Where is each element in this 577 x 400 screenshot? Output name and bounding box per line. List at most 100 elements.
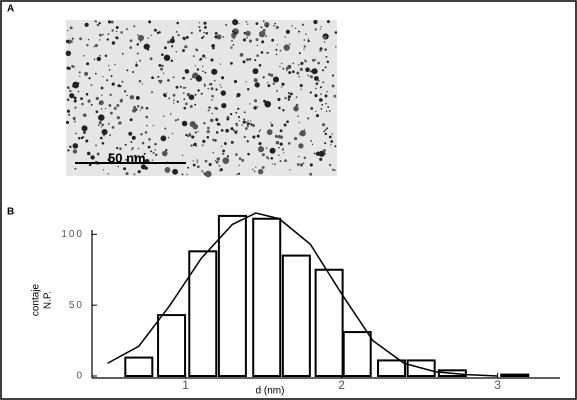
particle [204,85,206,87]
particle [193,122,195,124]
particle [199,58,202,62]
particle [288,43,291,46]
particle [298,133,301,136]
particle [155,153,158,156]
particle [72,149,78,154]
particle [279,160,282,163]
particle [176,100,179,103]
particle [246,124,249,128]
particle [209,118,214,123]
particle [156,31,160,35]
particle [271,38,275,42]
particle [299,130,306,137]
particle [150,34,152,36]
y-axis-label: contaje [31,283,42,316]
particle [167,79,170,82]
particle [206,130,210,134]
particle [287,98,291,101]
particle [137,34,145,42]
particle [262,76,265,79]
particle [253,99,258,103]
particle [255,166,257,168]
particle [106,38,109,41]
particle [69,26,73,30]
particle [287,92,290,95]
particle [242,38,246,42]
particle [226,117,230,121]
particle [98,22,101,25]
particle [245,81,247,83]
particle [298,52,301,55]
particle [65,50,72,57]
particle [274,134,278,138]
particle [164,135,166,138]
particle [117,165,119,168]
particle [183,98,186,101]
particle [233,79,238,84]
particle [302,162,305,165]
particle [246,36,248,39]
particle [242,60,246,64]
particle [266,81,269,84]
particle [200,92,203,95]
particle [287,95,291,99]
particle [104,107,107,110]
bar [124,356,154,378]
particle [96,23,100,27]
particle [222,36,224,38]
particle [95,72,97,75]
particle [172,93,176,97]
particle [135,157,138,160]
particle [72,81,79,89]
particle [232,37,235,40]
particle [133,25,136,28]
particle [226,155,230,158]
particle [96,56,102,62]
particle [286,120,289,123]
particle [249,58,252,61]
particle [310,107,314,110]
particle [214,160,217,162]
particle [261,40,265,44]
particle [281,148,285,151]
particle [293,105,299,112]
particle [134,107,138,112]
particle [161,64,164,68]
particle [116,116,120,120]
particle [210,87,214,91]
particle [307,39,310,43]
particle [80,136,84,140]
x-tick-label: 1 [182,378,189,392]
particle [299,163,304,167]
particle [292,62,295,65]
particle [257,169,264,175]
particle [296,163,300,166]
particle [162,115,165,118]
particle [69,89,72,93]
particle [279,135,284,139]
particle [323,130,326,133]
particle [88,77,91,80]
particle [264,100,272,108]
particle [81,125,88,132]
particle [115,36,119,40]
particle [323,41,326,43]
particle [288,71,292,75]
particle [272,76,279,83]
particle [84,71,89,76]
particle [171,36,175,39]
particle [136,105,140,108]
particle [116,146,119,150]
particle [111,82,115,86]
particle [100,108,103,110]
particle [185,35,189,39]
particle [253,106,257,110]
particle [101,142,105,145]
particle [139,109,142,112]
particle [232,129,236,132]
particle [225,128,229,133]
particle [300,88,302,91]
particle [215,118,219,122]
particle [85,139,89,143]
particle [152,124,154,127]
